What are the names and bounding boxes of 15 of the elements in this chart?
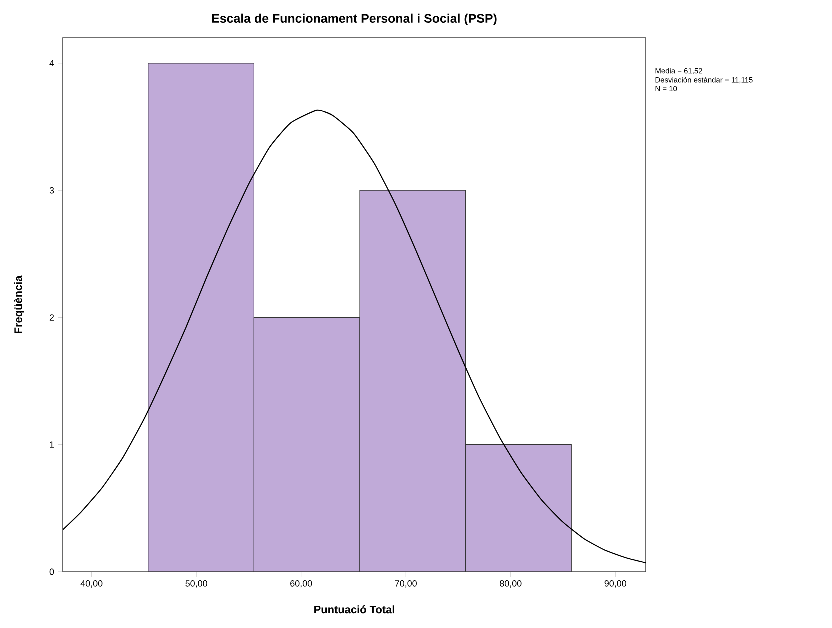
x-tick-label: 70,00 xyxy=(395,580,417,588)
y-tick-label: 1 xyxy=(50,442,54,448)
y-tick-label: 0 xyxy=(50,568,54,576)
y-tick-label: 2 xyxy=(50,314,54,321)
y-axis-title: Freqüència xyxy=(14,276,24,334)
y-tick-label: 4 xyxy=(50,60,54,66)
line-series xyxy=(63,110,646,564)
x-tick-label: 90,00 xyxy=(604,580,626,588)
y-tick-label: 3 xyxy=(50,187,54,194)
x-tick-label: 50,00 xyxy=(186,580,208,588)
x-tick-label: 60,00 xyxy=(290,580,312,588)
x-tick-label: 40,00 xyxy=(80,580,103,588)
x-tick-label: 80,00 xyxy=(500,580,522,588)
chart-title: Escala de Funcionament Personal i Social (PSP) xyxy=(212,14,497,26)
x-axis-title: Puntuació Total xyxy=(314,606,394,614)
